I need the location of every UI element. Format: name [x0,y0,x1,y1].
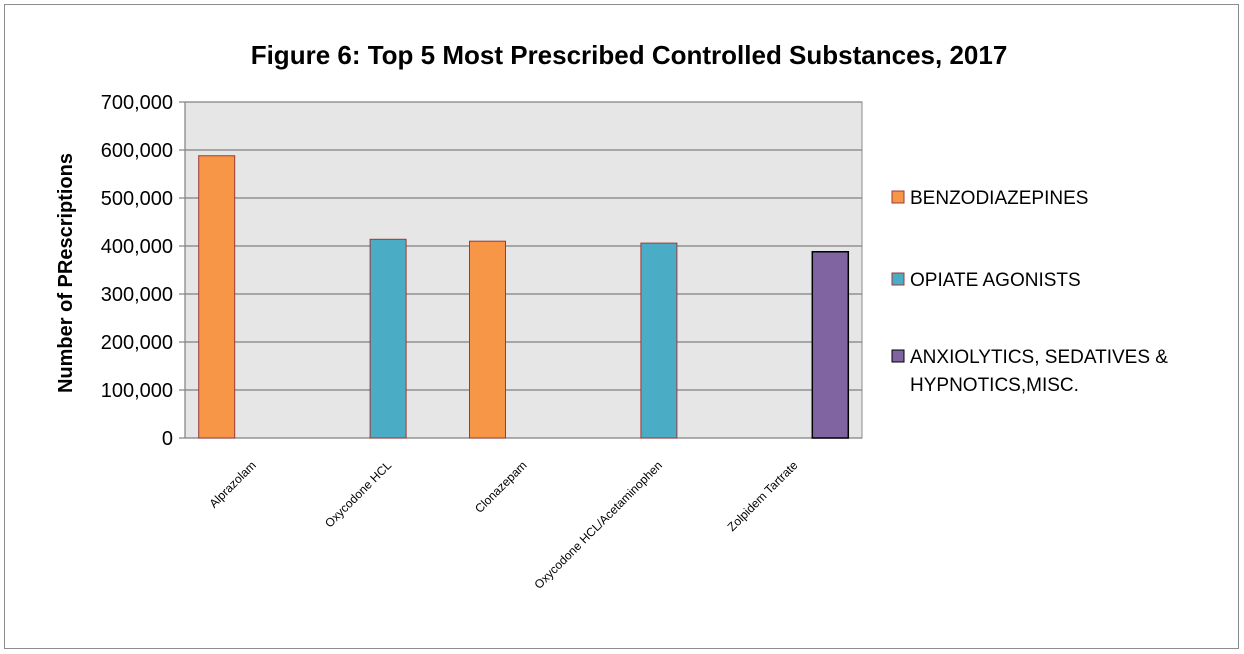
x-tick-label: Alprazolam [206,458,258,510]
y-tick-label: 700,000 [101,92,173,114]
x-tick-label: Oxycodone HCL [322,458,394,530]
legend-swatch [891,190,905,204]
legend-swatch [891,349,905,363]
y-tick-label: 500,000 [101,188,173,210]
x-tick-label: Oxycodone HCL/Acetaminophen [532,458,665,591]
legend-label: BENZODIAZEPINES [910,188,1088,209]
bar [469,240,506,439]
bar [198,155,236,439]
y-tick-label: 200,000 [101,332,173,354]
x-tick-label: Zolpidem Tartrate [725,458,801,534]
bar [640,242,678,439]
legend-swatch [891,272,905,286]
x-tick-label: Clonazepam [472,458,530,516]
y-tick-label: 0 [162,428,173,450]
y-tick-label: 400,000 [101,236,173,258]
plot-background [184,101,863,439]
bar [369,238,407,439]
plot-area: 0 100,000 200,000 300,000 400,000 500,000 600,… [101,92,863,592]
chart-frame: Figure 6: Top 5 Most Prescribed Controll… [4,4,1239,649]
bar [811,251,850,439]
legend-label: OPIATE AGONISTS [910,270,1081,291]
y-tick-label: 600,000 [101,140,173,162]
legend: BENZODIAZEPINES OPIATE AGONISTS ANXIOLYTIC… [891,188,1168,396]
bar-chart: Figure 6: Top 5 Most Prescribed Controll… [55,40,1168,592]
legend-label: ANXIOLYTICS, SEDATIVES & [910,347,1168,368]
y-tick-label: 300,000 [101,284,173,306]
legend-label: HYPNOTICS,MISC. [910,375,1079,396]
y-tick-label: 100,000 [101,380,173,402]
chart-title: Figure 6: Top 5 Most Prescribed Controll… [251,40,1008,70]
y-axis-label: Number of PRescriptions [55,153,77,393]
